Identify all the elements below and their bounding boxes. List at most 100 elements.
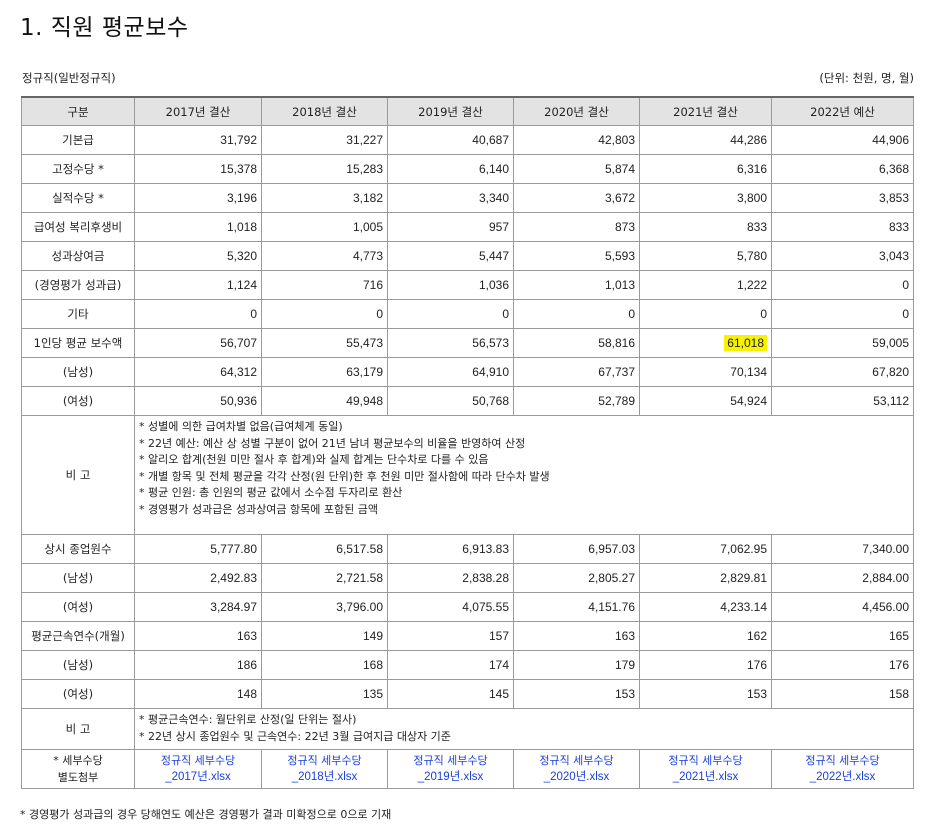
attachment-link-2021[interactable]: 정규직 세부수당 _2021년.xlsx	[668, 754, 743, 783]
value-cell: 158	[771, 679, 914, 709]
value-cell: 4,773	[261, 241, 388, 271]
remark-line: * 평균 인원: 총 인원의 평균 값에서 소수점 두자리로 환산	[139, 486, 403, 499]
table-row: (남성) 2,492.83 2,721.58 2,838.28 2,805.27 2,82…	[21, 563, 914, 593]
remarks-label: 비 고	[21, 415, 135, 535]
value-cell: 67,820	[771, 357, 914, 387]
row-label: 1인당 평균 보수액	[21, 328, 135, 358]
unit-label: (단위: 천원, 명, 월)	[819, 71, 914, 85]
attachment-cell: 정규직 세부수당 _2017년.xlsx	[134, 749, 262, 789]
value-cell: 186	[134, 650, 262, 680]
value-cell: 64,312	[134, 357, 262, 387]
attachments-label-line1: * 세부수당	[53, 754, 103, 767]
row-label: (여성)	[21, 679, 135, 709]
table-row: 실적수당 * 3,196 3,182 3,340 3,672 3,800 3,853	[21, 183, 914, 213]
value-cell: 163	[134, 621, 262, 651]
value-cell: 2,838.28	[387, 563, 514, 593]
table-row: 기본급 31,792 31,227 40,687 42,803 44,286 44,906	[21, 125, 914, 155]
attachments-row: * 세부수당 별도첨부 정규직 세부수당 _2017년.xlsx 정규직 세부수당…	[21, 749, 914, 789]
value-cell: 52,789	[513, 386, 640, 416]
remarks-row: 비 고 * 평균근속연수: 월단위로 산정(일 단위는 절사) * 22년 상시…	[21, 708, 914, 750]
table-category: 정규직(일반정규직)	[22, 71, 116, 85]
row-label: (여성)	[21, 592, 135, 622]
table-row: 성과상여금 5,320 4,773 5,447 5,593 5,780 3,043	[21, 241, 914, 271]
value-cell: 31,792	[134, 125, 262, 155]
value-cell: 2,492.83	[134, 563, 262, 593]
value-cell: 0	[261, 299, 388, 329]
attachment-link-2022[interactable]: 정규직 세부수당 _2022년.xlsx	[805, 754, 880, 783]
attachment-link-2018[interactable]: 정규직 세부수당 _2018년.xlsx	[287, 754, 362, 783]
column-header: 2020년 결산	[513, 96, 640, 126]
value-cell: 53,112	[771, 386, 914, 416]
value-cell: 67,737	[513, 357, 640, 387]
value-cell: 149	[261, 621, 388, 651]
value-cell: 5,593	[513, 241, 640, 271]
value-cell: 716	[261, 270, 388, 300]
row-label: 고정수당 *	[21, 154, 135, 184]
value-cell: 157	[387, 621, 514, 651]
value-cell: 1,005	[261, 212, 388, 242]
table-row: 급여성 복리후생비 1,018 1,005 957 873 833 833	[21, 212, 914, 242]
remark-line: * 알리오 합계(천원 미만 절사 후 합계)와 실제 합계는 단수차로 다를 …	[139, 453, 489, 466]
value-cell: 4,151.76	[513, 592, 640, 622]
value-cell: 3,182	[261, 183, 388, 213]
value-cell: 3,196	[134, 183, 262, 213]
value-cell: 3,043	[771, 241, 914, 271]
value-cell: 174	[387, 650, 514, 680]
header-row: 구분 2017년 결산 2018년 결산 2019년 결산 2020년 결산 2…	[21, 96, 914, 126]
footnote: * 경영평가 성과급의 경우 당해연도 예산은 경영평가 결과 미확정으로 0으…	[20, 808, 392, 821]
value-cell: 3,796.00	[261, 592, 388, 622]
table-row: (경영평가 성과급) 1,124 716 1,036 1,013 1,222 0	[21, 270, 914, 300]
value-cell: 168	[261, 650, 388, 680]
value-cell: 2,884.00	[771, 563, 914, 593]
value-cell: 162	[639, 621, 772, 651]
value-cell: 176	[639, 650, 772, 680]
value-cell: 5,780	[639, 241, 772, 271]
remark-line: * 경영평가 성과급은 성과상여금 항목에 포함된 금액	[139, 502, 378, 516]
value-cell: 0	[134, 299, 262, 329]
value-cell: 64,910	[387, 357, 514, 387]
column-header: 2022년 예산	[771, 96, 914, 126]
row-label: (남성)	[21, 563, 135, 593]
value-cell: 1,013	[513, 270, 640, 300]
value-cell: 5,320	[134, 241, 262, 271]
attachment-link-2017[interactable]: 정규직 세부수당 _2017년.xlsx	[160, 754, 236, 783]
value-cell: 1,222	[639, 270, 772, 300]
value-cell: 6,913.83	[387, 534, 514, 564]
value-cell: 957	[387, 212, 514, 242]
value-cell: 3,284.97	[134, 592, 262, 622]
row-label: 평균근속연수(개월)	[21, 621, 135, 651]
value-cell: 145	[387, 679, 514, 709]
row-label: (남성)	[21, 650, 135, 680]
attachment-link-2020[interactable]: 정규직 세부수당 _2020년.xlsx	[539, 754, 614, 783]
table-row: 평균근속연수(개월) 163 149 157 163 162 165	[21, 621, 914, 651]
value-cell: 833	[771, 212, 914, 242]
value-cell: 42,803	[513, 125, 640, 155]
table-row: (여성) 50,936 49,948 50,768 52,789 54,924 53,112	[21, 386, 914, 416]
value-cell: 1,018	[134, 212, 262, 242]
value-cell: 1,036	[387, 270, 514, 300]
value-cell: 15,283	[261, 154, 388, 184]
row-label: (여성)	[21, 386, 135, 416]
column-header: 2018년 결산	[261, 96, 388, 126]
row-label: (경영평가 성과급)	[21, 270, 135, 300]
attachments-label-line2: 별도첨부	[57, 771, 99, 784]
value-cell: 2,805.27	[513, 563, 640, 593]
value-cell: 5,447	[387, 241, 514, 271]
highlighted-value: 61,018	[724, 335, 767, 351]
value-cell: 56,707	[134, 328, 262, 358]
attachment-link-2019[interactable]: 정규직 세부수당 _2019년.xlsx	[413, 754, 488, 783]
table-row: (남성) 186 168 174 179 176 176	[21, 650, 914, 680]
value-cell: 3,672	[513, 183, 640, 213]
value-cell: 0	[387, 299, 514, 329]
value-cell: 0	[771, 270, 914, 300]
value-cell: 179	[513, 650, 640, 680]
value-cell: 4,075.55	[387, 592, 514, 622]
value-cell: 4,233.14	[639, 592, 772, 622]
value-cell: 153	[639, 679, 772, 709]
column-header: 2019년 결산	[387, 96, 514, 126]
value-cell: 44,286	[639, 125, 772, 155]
value-cell: 0	[771, 299, 914, 329]
row-label: 급여성 복리후생비	[21, 212, 135, 242]
value-cell: 3,340	[387, 183, 514, 213]
value-cell: 70,134	[639, 357, 772, 387]
